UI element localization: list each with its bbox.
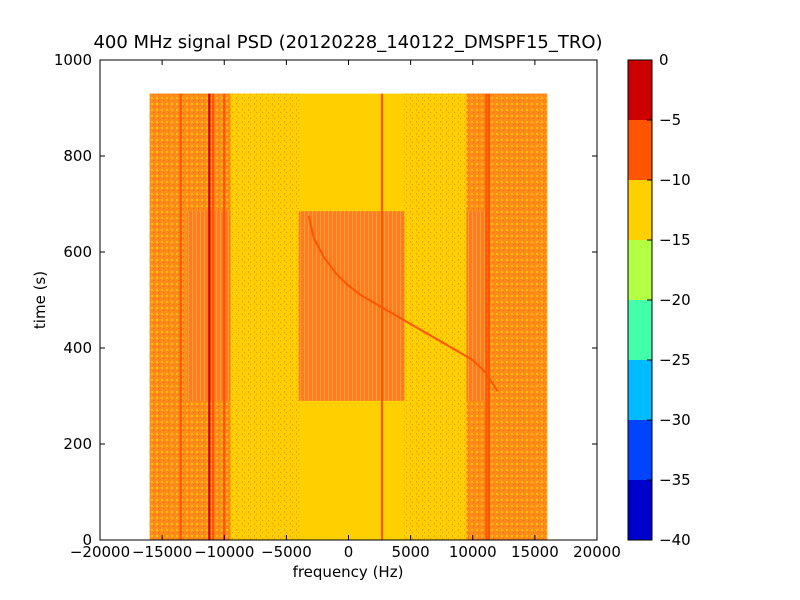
axis-ticks: −20000 −15000 −10000 −5000 0 5000 10000 15000 20… bbox=[54, 51, 621, 561]
colorbar-segment bbox=[628, 360, 652, 420]
y-tick-label: 600 bbox=[63, 243, 92, 261]
y-tick-label: 1000 bbox=[54, 51, 92, 69]
colorbar-tick-label: 0 bbox=[659, 51, 669, 69]
colorbar-tick-label: −5 bbox=[659, 111, 681, 129]
colorbar-segment bbox=[628, 120, 652, 180]
x-tick-label: −15000 bbox=[132, 543, 192, 561]
colorbar-segment bbox=[628, 60, 652, 120]
plot-area: −20000 −15000 −10000 −5000 0 5000 10000 15000 20… bbox=[54, 51, 621, 561]
x-tick-label: −10000 bbox=[194, 543, 254, 561]
colorbar-tick-label: −10 bbox=[659, 171, 691, 189]
x-tick-label: 15000 bbox=[511, 543, 559, 561]
colorbar-segment bbox=[628, 420, 652, 480]
colorbar-tick-label: −15 bbox=[659, 231, 691, 249]
y-tick-label: 0 bbox=[82, 531, 92, 549]
colorbar-tick-label: −25 bbox=[659, 351, 691, 369]
colorbar-segment bbox=[628, 300, 652, 360]
y-tick-label: 200 bbox=[63, 435, 92, 453]
colorbar-segment bbox=[628, 240, 652, 300]
spectrogram-region bbox=[404, 93, 467, 540]
y-tick-label: 800 bbox=[63, 147, 92, 165]
x-tick-label: −20000 bbox=[70, 543, 130, 561]
y-axis-label: time (s) bbox=[31, 271, 49, 329]
x-tick-label: −5000 bbox=[261, 543, 312, 561]
colorbar-segment bbox=[628, 180, 652, 240]
x-tick-label: 20000 bbox=[573, 543, 621, 561]
x-tick-label: 5000 bbox=[392, 543, 430, 561]
colorbar-segment bbox=[628, 480, 652, 540]
spectrogram-layer bbox=[149, 93, 548, 540]
colorbar-tick-label: −30 bbox=[659, 411, 691, 429]
doppler-track bbox=[307, 215, 499, 392]
chart-title: 400 MHz signal PSD (20120228_140122_DMSP… bbox=[93, 32, 602, 53]
spectrogram-region bbox=[230, 93, 299, 540]
y-tick-label: 400 bbox=[63, 339, 92, 357]
x-tick-label: 0 bbox=[344, 543, 354, 561]
colorbar: 0 −5 −10 −15 −20 −25 −30 −35 −40 bbox=[627, 51, 691, 549]
colorbar-tick-label: −40 bbox=[659, 531, 691, 549]
colorbar-tick-label: −35 bbox=[659, 471, 691, 489]
x-tick-label: 10000 bbox=[449, 543, 497, 561]
x-axis-label: frequency (Hz) bbox=[293, 563, 404, 581]
colorbar-tick-label: −20 bbox=[659, 291, 691, 309]
